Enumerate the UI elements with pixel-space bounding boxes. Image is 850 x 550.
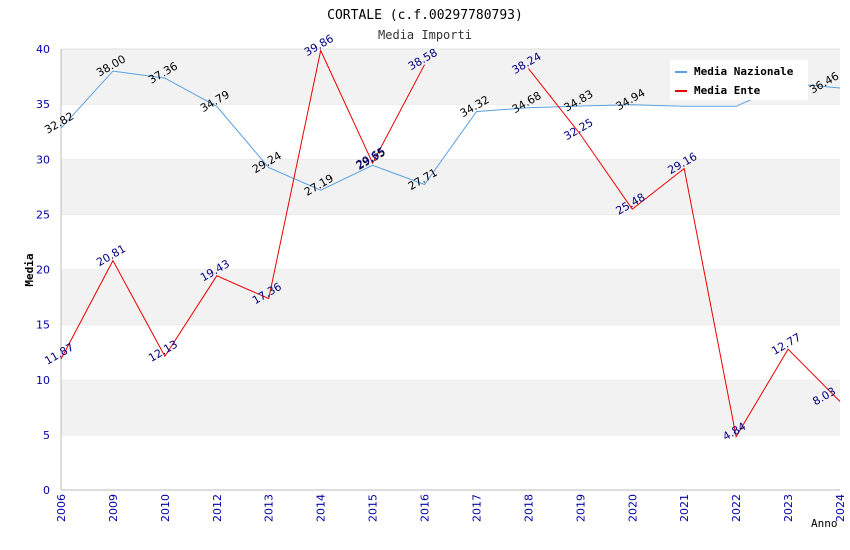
x-tick-label: 2020 <box>626 494 639 522</box>
x-tick-label: 2021 <box>678 494 691 522</box>
y-tick-labels: 0 5 10 15 20 25 30 35 40 <box>36 43 50 497</box>
y-tick-label: 5 <box>43 429 50 442</box>
y-tick-label: 25 <box>36 208 50 221</box>
grid-band <box>61 214 840 270</box>
x-tick-label: 2024 <box>834 494 847 522</box>
x-tick-label: 2014 <box>315 494 328 522</box>
x-tick-label: 2018 <box>522 494 535 522</box>
plot-bands <box>61 48 840 490</box>
grid-band <box>61 159 840 215</box>
x-tick-label: 2019 <box>574 494 587 522</box>
y-tick-label: 40 <box>36 43 50 56</box>
series-line <box>60 70 841 191</box>
legend-box <box>670 60 808 100</box>
y-tick-label: 20 <box>36 264 50 277</box>
legend-label-media-ente: Media Ente <box>694 84 761 97</box>
axes <box>60 49 840 491</box>
x-tick-label: 2015 <box>367 494 380 522</box>
x-tick-label: 2012 <box>211 494 224 522</box>
x-tick-label: 2006 <box>55 494 68 522</box>
series-lines <box>60 48 841 438</box>
x-tick-label: 2016 <box>419 494 432 522</box>
legend: Media Nazionale Media Ente <box>670 60 808 100</box>
chart-subtitle: Media Importi <box>378 28 472 42</box>
x-tick-label: 2010 <box>159 494 172 522</box>
grid-band <box>61 379 840 435</box>
y-axis-label: Media <box>23 253 36 286</box>
x-tick-label: 2013 <box>263 494 276 522</box>
x-tick-label: 2023 <box>782 494 795 522</box>
x-tick-label: 2017 <box>470 494 483 522</box>
y-tick-label: 0 <box>43 484 50 497</box>
grid-band <box>61 324 840 380</box>
x-tick-label: 2009 <box>107 494 120 522</box>
grid-band <box>61 269 840 325</box>
legend-label-media-nazionale: Media Nazionale <box>694 65 794 78</box>
y-tick-label: 35 <box>36 98 50 111</box>
x-tick-label: 2022 <box>730 494 743 522</box>
y-tick-label: 10 <box>36 374 50 387</box>
chart-title: CORTALE (c.f.00297780793) <box>327 8 523 23</box>
series-line <box>60 48 425 360</box>
y-tick-label: 15 <box>36 319 50 332</box>
y-tick-label: 30 <box>36 153 50 166</box>
grid-band <box>61 104 840 160</box>
x-tick-labels: 2006 2009 2010 2012 2013 2014 2015 2016 2017 2018… <box>55 494 847 522</box>
series-line <box>528 68 841 438</box>
x-axis-label: Anno <box>811 517 838 530</box>
grid-band <box>61 434 840 490</box>
